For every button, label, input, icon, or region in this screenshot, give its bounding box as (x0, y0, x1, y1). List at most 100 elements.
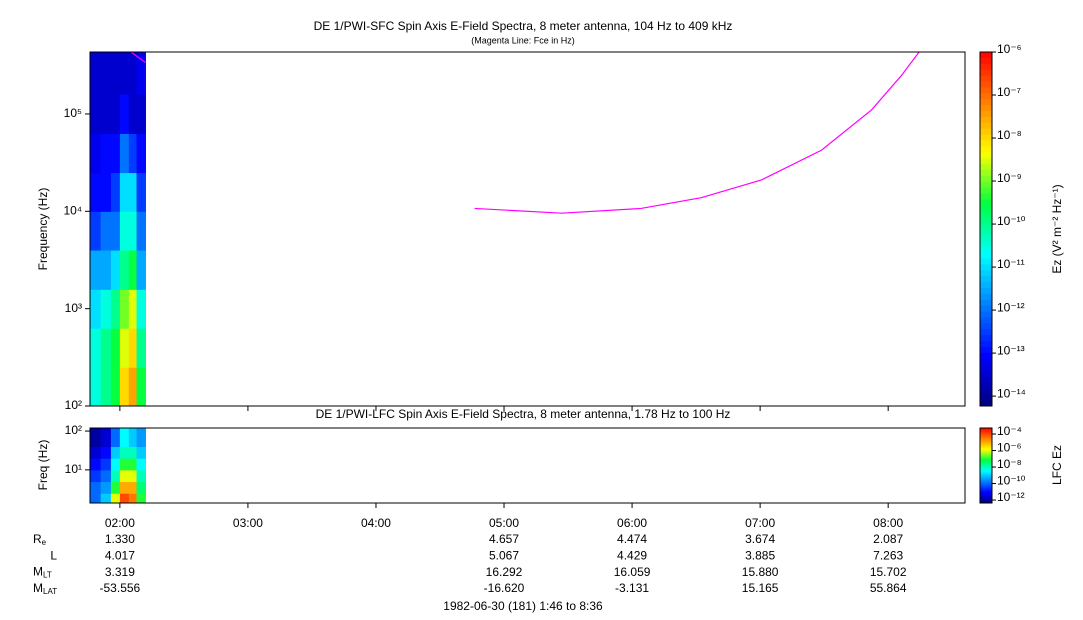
colorbar-segment (980, 152, 992, 159)
colorbar-segment (980, 341, 992, 348)
spectrogram-cell (136, 481, 146, 494)
colorbar-tick-label: 10⁻⁶ (997, 42, 1022, 56)
spectrogram-cell (128, 469, 138, 483)
colorbar-segment (980, 461, 992, 464)
colorbar-segment (980, 496, 992, 499)
colorbar-segment (980, 364, 992, 372)
colorbar-segment (980, 498, 992, 500)
ephemeris-value: 4.474 (617, 532, 647, 546)
colorbar-segment (980, 111, 992, 118)
colorbar-segment (980, 299, 992, 307)
spectrogram-cell (110, 328, 121, 368)
colorbar-segment (980, 205, 992, 212)
spectrogram-cell (90, 94, 102, 134)
spectrogram-cell (136, 172, 146, 212)
colorbar-segment (980, 430, 992, 433)
chart-title: DE 1/PWI-SFC Spin Axis E-Field Spectra, … (314, 19, 733, 33)
colorbar-tick-label: 10⁻¹² (997, 490, 1025, 504)
spectrogram-cell (119, 328, 130, 368)
ephemeris-value: 3.885 (745, 548, 775, 562)
colorbar-segment (980, 439, 992, 441)
colorbar-segment (980, 488, 992, 490)
footer: 1982-06-30 (181) 1:46 to 8:36 (443, 599, 603, 613)
fce-line (131, 52, 146, 63)
colorbar-segment (980, 431, 992, 434)
colorbar-segment (980, 474, 992, 476)
spectrogram-cell (90, 211, 102, 251)
colorbar-segment (980, 453, 992, 455)
colorbar-segment (980, 464, 992, 466)
spectrogram-cell (110, 133, 121, 174)
spectrogram-cell (110, 367, 121, 406)
colorbar-tick-label: 10⁻¹² (997, 300, 1025, 314)
colorbar-segment (980, 456, 992, 459)
y-tick-label: 10¹ (65, 462, 82, 476)
colorbar-segment (980, 436, 992, 439)
ephemeris-value: 7.263 (873, 548, 903, 562)
spectrogram-cell (128, 211, 138, 251)
ephemeris-value: -16.620 (484, 581, 525, 595)
spectrogram-cell (100, 52, 112, 95)
colorbar-segment (980, 441, 992, 444)
colorbar-segment (980, 246, 992, 254)
colorbar-segment (980, 458, 992, 460)
colorbar-segment (980, 450, 992, 453)
colorbar-segment (980, 485, 992, 488)
colorbar-segment (980, 444, 992, 446)
colorbar-segment (980, 388, 992, 395)
colorbar-segment (980, 445, 992, 448)
colorbar-segment (980, 229, 992, 236)
spectrogram-cell (110, 94, 121, 134)
x-tick-label: 07:00 (745, 516, 775, 530)
colorbar-segment (980, 476, 992, 479)
y-tick-label: 10² (65, 423, 82, 437)
colorbar-segment (980, 493, 992, 495)
spectrogram-cell (128, 428, 138, 448)
colorbar-segment (980, 146, 992, 153)
colorbar-segment (980, 479, 992, 481)
colorbar-segment (980, 495, 992, 498)
colorbar-tick-label: 10⁻¹¹ (997, 257, 1025, 271)
colorbar-segment (980, 93, 992, 100)
spectrogram-cell (110, 469, 121, 483)
colorbar-segment (980, 258, 992, 265)
colorbar-segment (980, 454, 992, 456)
spectrogram-cell (136, 367, 146, 406)
colorbar-label: Ez (V² m⁻² Hz⁻¹) (1050, 184, 1064, 273)
fce-line (474, 52, 920, 214)
spectrogram-cell (128, 328, 138, 368)
spectrogram-cell (128, 446, 138, 459)
spectrogram-cell (100, 289, 112, 329)
colorbar-segment (980, 311, 992, 318)
spectrogram-cell (90, 458, 102, 471)
row-label-main: R (33, 532, 42, 546)
spectrogram-cell (128, 250, 138, 290)
colorbar-segment (980, 293, 992, 301)
ephemeris-value: 4.017 (105, 548, 135, 562)
spectrogram-cell (128, 52, 138, 95)
colorbar-segment (980, 370, 992, 377)
spectrogram-cell (100, 493, 112, 503)
colorbar-segment (980, 128, 992, 136)
ephemeris-value: 15.702 (870, 565, 907, 579)
colorbar-segment (980, 352, 992, 360)
colorbar-segment (980, 270, 992, 277)
colorbar-segment (980, 481, 992, 484)
colorbar-segment (980, 486, 992, 489)
spectrogram-cell (90, 52, 102, 95)
spectrogram-cell (90, 446, 102, 459)
row-label-sub: LT (43, 571, 52, 580)
colorbar-segment (980, 483, 992, 485)
row-label-main: L (50, 548, 57, 562)
spectrogram-cell (136, 458, 146, 471)
row-label-sub: e (42, 538, 47, 547)
spectrogram-cell (119, 481, 130, 494)
colorbar-segment (980, 475, 992, 478)
colorbar-segment (980, 459, 992, 461)
row-label: L (50, 548, 57, 562)
ephemeris-value: 15.165 (742, 581, 779, 595)
spectrogram-cell (100, 133, 112, 174)
spectrogram-cell (136, 133, 146, 174)
ephemeris-value: 1.330 (105, 532, 135, 546)
